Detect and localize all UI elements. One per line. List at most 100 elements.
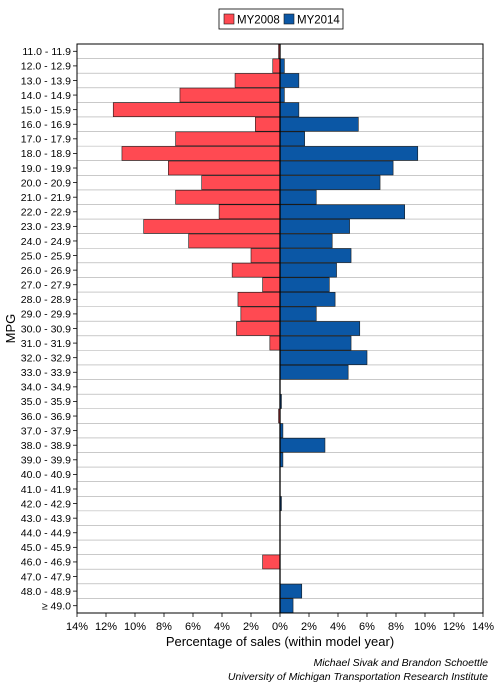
y-tick-label: 15.0 - 15.9 <box>21 104 71 116</box>
bar-my2008-3 <box>179 87 281 103</box>
x-tick-label: 10% <box>124 621 146 633</box>
x-tick-label: 0% <box>272 621 288 633</box>
y-tick-label: 37.0 - 37.9 <box>21 425 71 437</box>
x-tick-label: 2% <box>243 621 259 633</box>
y-tick-label: 27.0 - 27.9 <box>21 280 71 292</box>
bar-my2008-10 <box>175 189 281 205</box>
bar-my2014-22 <box>279 364 349 380</box>
y-tick-label: 41.0 - 41.9 <box>21 484 71 496</box>
y-tick-label: 31.0 - 31.9 <box>21 338 71 350</box>
bar-my2008-6 <box>175 131 281 147</box>
y-tick-label: 28.0 - 28.9 <box>21 294 71 306</box>
y-tick-label: 21.0 - 21.9 <box>21 192 71 204</box>
x-tick-label: 8% <box>156 621 172 633</box>
bar-my2014-3 <box>279 87 285 103</box>
bar-my2014-20 <box>279 335 352 351</box>
y-tick-label: 22.0 - 22.9 <box>21 207 71 219</box>
x-tick-label: 12% <box>443 621 465 633</box>
y-tick-label: 11.0 - 11.9 <box>22 46 71 58</box>
bar-my2014-7 <box>279 146 419 161</box>
y-tick-label: 12.0 - 12.9 <box>21 61 71 73</box>
y-tick-label: 26.0 - 26.9 <box>21 265 71 277</box>
legend-box <box>218 8 344 30</box>
bar-my2014-8 <box>279 160 394 176</box>
y-tick-label: 47.0 - 47.9 <box>21 571 71 583</box>
bar-my2008-17 <box>237 292 281 307</box>
y-tick-label: 34.0 - 34.9 <box>21 382 71 394</box>
y-tick-label: 32.0 - 32.9 <box>21 352 71 364</box>
x-tick-label: 6% <box>359 621 375 633</box>
legend-swatch-my2014 <box>283 13 295 25</box>
y-tick-label: 33.0 - 33.9 <box>21 367 71 379</box>
bar-my2008-12 <box>143 219 281 234</box>
y-tick-label: 16.0 - 16.9 <box>21 119 71 131</box>
y-tick-label: 30.0 - 30.9 <box>21 323 71 335</box>
bar-my2008-2 <box>234 73 281 88</box>
credit-authors: Michael Sivak and Brandon Schoettle <box>313 657 488 669</box>
bar-my2014-19 <box>279 321 361 336</box>
bar-my2014-2 <box>279 73 300 88</box>
bar-my2014-16 <box>279 277 330 293</box>
bar-my2014-9 <box>279 175 381 190</box>
bar-my2014-17 <box>279 292 336 307</box>
legend-label-my2014: MY2014 <box>297 15 340 27</box>
x-tick-label: 4% <box>214 621 230 633</box>
y-tick-label: 23.0 - 23.9 <box>21 221 71 233</box>
bar-my2008-14 <box>250 248 281 263</box>
y-tick-label: 20.0 - 20.9 <box>21 177 71 189</box>
y-tick-label: 35.0 - 35.9 <box>21 396 71 408</box>
y-tick-label: 46.0 - 46.9 <box>21 557 71 569</box>
y-tick-label: 36.0 - 36.9 <box>21 411 71 423</box>
bar-my2008-1 <box>272 58 281 74</box>
bar-my2008-20 <box>269 335 281 351</box>
bar-my2014-10 <box>279 189 317 205</box>
y-tick-label: 48.0 - 48.9 <box>21 586 71 598</box>
bar-my2014-27 <box>279 437 326 453</box>
bar-my2008-35 <box>262 554 281 570</box>
x-tick-label: 6% <box>185 621 201 633</box>
y-tick-label: 24.0 - 24.9 <box>21 236 71 248</box>
bar-my2008-9 <box>201 175 281 190</box>
bar-my2008-5 <box>255 116 281 132</box>
bar-my2014-38 <box>279 598 294 614</box>
y-tick-label: 25.0 - 25.9 <box>21 250 71 262</box>
x-tick-label: 14% <box>66 621 88 633</box>
bar-my2008-7 <box>121 146 281 161</box>
x-tick-label: 10% <box>414 621 436 633</box>
x-axis-label: Percentage of sales (within model year) <box>166 634 394 649</box>
y-tick-label: 17.0 - 17.9 <box>21 134 71 146</box>
legend-label-my2008: MY2008 <box>237 15 280 27</box>
y-tick-label: 39.0 - 39.9 <box>21 455 71 467</box>
legend-swatch-my2008 <box>223 13 235 25</box>
bar-my2008-19 <box>236 321 281 336</box>
bar-my2014-12 <box>279 219 350 234</box>
bar-my2008-18 <box>240 306 281 322</box>
credit-institute: University of Michigan Transportation Re… <box>227 671 488 683</box>
x-tick-label: 8% <box>388 621 404 633</box>
bar-my2008-15 <box>231 262 281 278</box>
y-axis-label: MPG <box>3 314 18 344</box>
x-tick-label: 2% <box>301 621 317 633</box>
bar-my2014-18 <box>279 306 317 322</box>
bar-my2008-8 <box>168 160 281 176</box>
bar-my2014-15 <box>279 262 337 278</box>
y-tick-label: 18.0 - 18.9 <box>21 148 71 160</box>
bar-my2014-13 <box>279 233 333 249</box>
bar-my2008-13 <box>188 233 281 249</box>
x-tick-label: 14% <box>472 621 494 633</box>
x-tick-label: 12% <box>95 621 117 633</box>
bar-my2014-11 <box>279 204 405 220</box>
bar-my2014-37 <box>279 583 303 599</box>
bar-my2008-11 <box>218 204 281 220</box>
y-tick-label: 14.0 - 14.9 <box>21 90 71 102</box>
y-tick-label: 44.0 - 44.9 <box>21 528 71 540</box>
x-tick-label: 4% <box>330 621 346 633</box>
bar-my2014-14 <box>279 248 352 263</box>
y-tick-label: 38.0 - 38.9 <box>21 440 71 452</box>
y-tick-label: 45.0 - 45.9 <box>21 542 71 554</box>
bar-my2014-21 <box>279 350 368 365</box>
bar-my2014-6 <box>279 131 305 147</box>
y-tick-label: 40.0 - 40.9 <box>21 469 71 481</box>
